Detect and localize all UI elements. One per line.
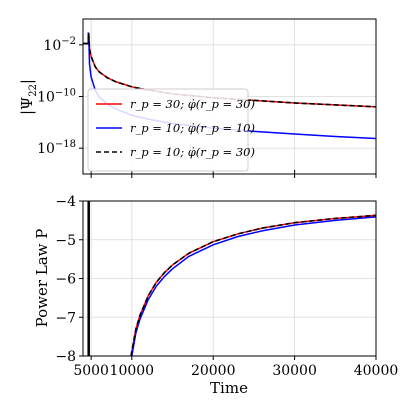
bottom-y-tick-labels: −4 −5 −6 −7 −8	[55, 194, 76, 365]
x-tick-label: 5000	[73, 363, 109, 379]
bottom-y-tick-label: −8	[55, 349, 76, 365]
top-y-tick-label: 10−10	[37, 88, 76, 106]
legend-items: r_p = 30; φ̇(r_p = 30) r_p = 10; φ̇(r_p =…	[96, 97, 255, 159]
bottom-y-tick-label: −7	[55, 310, 76, 326]
bottom-grid	[83, 200, 377, 357]
bottom-series-line-2	[131, 216, 376, 356]
legend: r_p = 30; φ̇(r_p = 30) r_p = 10; φ̇(r_p =…	[87, 88, 255, 172]
top-y-tick-label: 10−18	[37, 139, 76, 157]
x-tick-label: 40000	[354, 363, 399, 379]
x-axis-label: Time	[210, 379, 248, 397]
top-y-tick-label: 10−2	[43, 36, 76, 54]
top-ticks	[79, 44, 377, 178]
legend-label-3: r_p = 10; φ̇(r_p = 30)	[130, 145, 255, 159]
bottom-y-tick-label: −4	[55, 194, 76, 210]
top-y-tick-labels: 10−2 10−10 10−18	[37, 36, 76, 157]
x-tick-label: 30000	[272, 363, 317, 379]
bottom-lines	[87, 201, 376, 356]
x-tick-label: 10000	[110, 363, 155, 379]
legend-label-2: r_p = 10; φ̇(r_p = 10)	[130, 121, 255, 135]
bottom-y-axis-label: Power Law P	[33, 229, 51, 328]
top-y-axis-label: |Ψ22|	[18, 79, 39, 115]
bottom-x-tick-labels: 5000 10000 20000 30000 40000	[73, 363, 398, 379]
bottom-panel: −4 −5 −6 −7 −8 5000 10000 20000 30000 40000 Powe…	[33, 194, 398, 397]
legend-label-1: r_p = 30; φ̇(r_p = 30)	[130, 97, 255, 111]
legend-box	[87, 88, 249, 172]
bottom-series-line-1	[130, 214, 376, 356]
bottom-ticks	[79, 200, 377, 360]
x-tick-label: 20000	[191, 363, 236, 379]
bottom-y-tick-label: −5	[55, 233, 76, 249]
top-panel: 10−2 10−10 10−18 |Ψ22| r_p = 30; φ̇(r_p = …	[18, 18, 377, 178]
bottom-y-tick-label: −6	[55, 272, 76, 288]
bottom-series-line-3	[130, 214, 376, 356]
